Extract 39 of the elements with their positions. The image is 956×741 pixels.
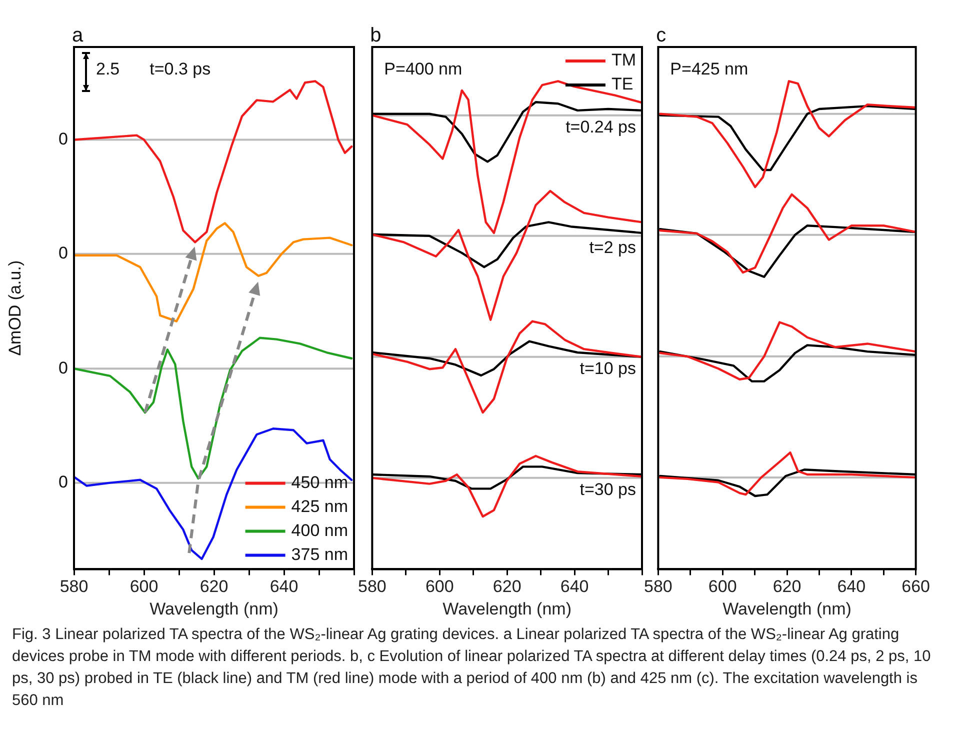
text: a [72,24,84,47]
legend-label: 400 nm [291,520,348,540]
legend-label: 425 nm [291,496,348,516]
x-axis-title: Wavelength (nm) [150,599,278,618]
x-tick-label: 640 [837,577,866,596]
annotation: t=2 ps [589,238,636,258]
y-axis-title: ΔmOD (a.u.) [6,260,25,356]
x-axis-title: Wavelength (nm) [722,599,852,618]
x-tick-label: 620 [772,577,802,596]
legend-label: TM [611,50,636,70]
x-tick-label: 620 [200,577,228,596]
text: 0 [58,244,68,263]
text: 2.5 [96,60,120,79]
annotation: t=10 ps [580,359,636,378]
text: 0 [58,358,68,378]
x-tick-label: 580 [358,577,386,596]
text: c [656,24,666,47]
text: P=400 nm [384,60,462,79]
x-tick-label: 640 [270,577,298,596]
x-tick-label: 600 [425,577,454,596]
caption: Fig. 3 Linear polarized TA spectra of the WS₂-linear Ag grating devices. a Linear polarized TA spectra of the WS₂-linear Ag grating devices probe in TM mode with different periods. b, c Evolution of linear polarized TA spectra at different delay times (0.24 ps, 2 ps, 10 ps, 30 ps) probed in TE (black line) and TM (red line) mode with a period of 400 nm (b) and 425 nm (c). The excitation wavelength is 560 nm [12,625,932,711]
legend-label: 450 nm [291,472,348,492]
x-tick-label: 620 [492,577,522,596]
text: 0 [58,472,68,492]
annotation: t=0.24 ps [566,118,636,137]
x-tick-label: 660 [902,577,930,596]
legend-label: TE [611,74,634,94]
text: t=0.3 ps [150,60,211,79]
annotation: t=30 ps [580,480,636,500]
x-tick-label: 580 [644,577,672,596]
x-axis-title: Wavelength (nm) [442,599,572,618]
text: 0 [58,129,68,148]
x-tick-label: 580 [60,577,88,596]
legend-label: 375 nm [291,544,348,564]
x-tick-label: 600 [130,577,158,596]
text: b [370,24,382,47]
text: P=425 nm [670,60,748,79]
x-tick-label: 640 [560,577,589,596]
x-tick-label: 600 [708,577,737,596]
